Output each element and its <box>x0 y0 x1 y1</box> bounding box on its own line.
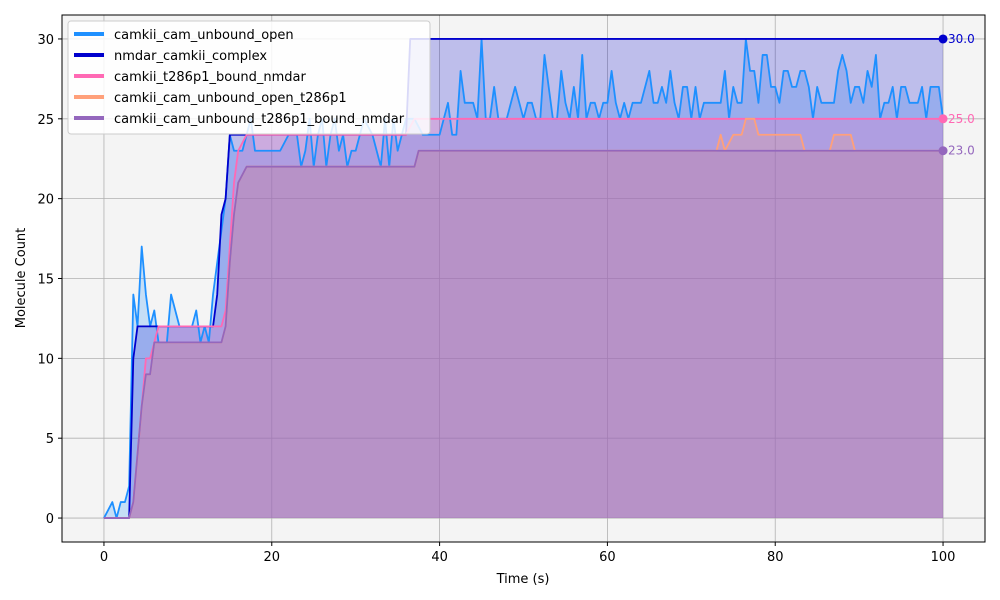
grid <box>62 15 985 542</box>
series-lines <box>103 38 944 519</box>
legend-label-camkii_t286p1_bound_nmdar: camkii_t286p1_bound_nmdar <box>114 70 307 85</box>
series-line-camkii_t286p1_bound_nmdar <box>103 117 944 519</box>
y-tick-label: 0 <box>46 512 54 527</box>
x-tick-label: 0 <box>100 550 108 565</box>
y-tick-label: 5 <box>46 432 54 447</box>
x-tick-label: 100 <box>931 550 956 565</box>
legend: camkii_cam_unbound_open nmdar_camkii_comp… <box>67 20 431 135</box>
series-area-camkii_cam_unbound_open <box>103 38 944 519</box>
y-tick-label: 15 <box>37 273 54 288</box>
series-line-camkii_cam_unbound_t286p1_bound_nmdar <box>103 149 944 519</box>
y-tick-label: 10 <box>37 352 54 367</box>
legend-label-camkii_cam_unbound_open: camkii_cam_unbound_open <box>114 28 294 43</box>
series-area-camkii_cam_unbound_open_t286p1 <box>103 118 944 519</box>
y-axis-label: Molecule Count <box>14 228 29 329</box>
x-tick-label: 80 <box>767 550 784 565</box>
endpoint-label-camkii_t286p1_bound_nmdar: 25.0 <box>948 112 975 126</box>
legend-box <box>67 20 431 135</box>
endpoint-marker-nmdar_camkii_complex <box>938 34 948 44</box>
y-tick-label: 25 <box>37 113 54 128</box>
series-area-camkii_t286p1_bound_nmdar <box>103 118 944 519</box>
y-tick-label: 30 <box>37 33 54 48</box>
endpoint-marker-camkii_t286p1_bound_nmdar <box>938 114 948 124</box>
endpoint-marker-camkii_cam_unbound_t286p1_bound_nmdar <box>938 146 948 156</box>
x-axis-ticks: 0 20 40 60 80 100 <box>100 542 956 565</box>
x-tick-label: 40 <box>431 550 448 565</box>
x-tick-label: 20 <box>263 550 280 565</box>
series-endpoints: 30.0 25.0 23.0 <box>938 32 975 158</box>
x-tick-label: 60 <box>599 550 616 565</box>
legend-label-camkii_cam_unbound_t286p1_bound_nmdar: camkii_cam_unbound_t286p1_bound_nmdar <box>114 112 405 127</box>
y-tick-label: 20 <box>37 193 54 208</box>
legend-label-camkii_cam_unbound_open_t286p1: camkii_cam_unbound_open_t286p1 <box>114 91 347 106</box>
endpoint-label-nmdar_camkii_complex: 30.0 <box>948 32 975 46</box>
series-area-camkii_cam_unbound_t286p1_bound_nmdar <box>103 150 944 519</box>
series-line-camkii_cam_unbound_open <box>103 38 944 519</box>
legend-label-nmdar_camkii_complex: nmdar_camkii_complex <box>114 49 267 64</box>
series-areas <box>103 38 944 519</box>
endpoint-label-camkii_cam_unbound_t286p1_bound_nmdar: 23.0 <box>948 144 975 158</box>
y-axis-ticks: 0 5 10 15 20 25 30 <box>37 33 62 527</box>
x-axis-label: Time (s) <box>496 572 550 587</box>
